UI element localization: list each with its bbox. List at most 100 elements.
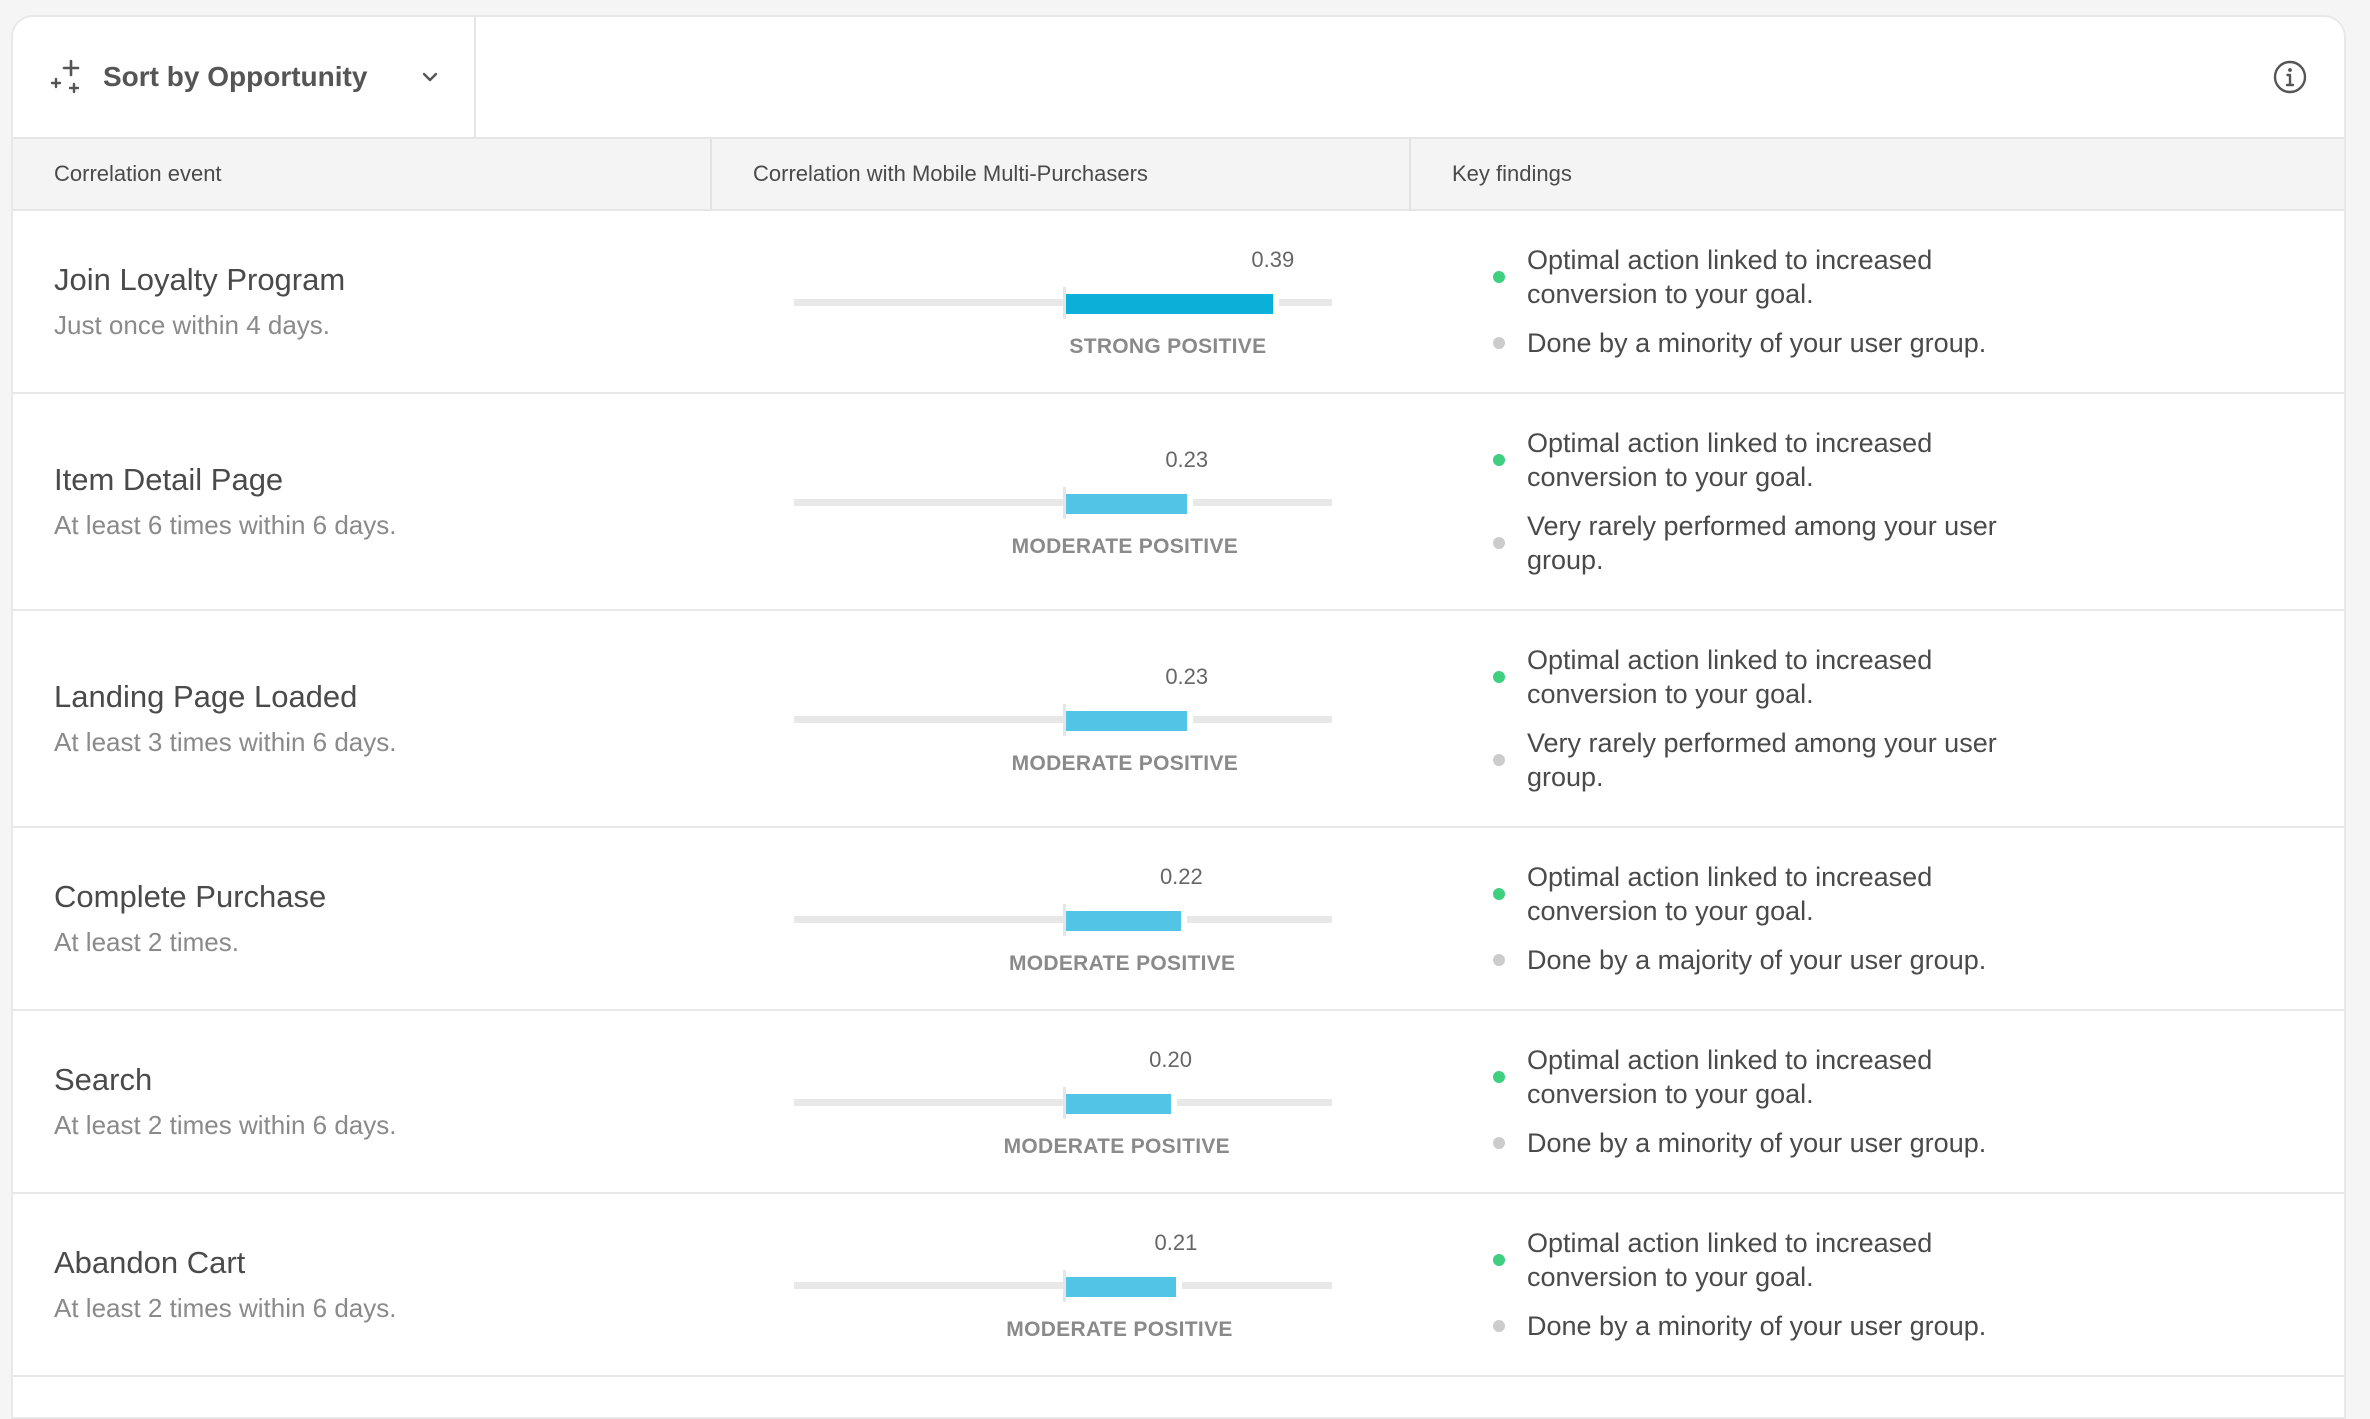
bar-gap <box>1186 710 1193 731</box>
event-criteria: At least 2 times within 6 days. <box>54 1110 397 1140</box>
event-criteria: At least 2 times. <box>54 927 239 957</box>
correlation-cell: 0.23 MODERATE POSITIVE <box>753 643 1452 794</box>
table-row[interactable]: Complete Purchase At least 2 times. 0.22… <box>13 828 2344 1011</box>
neutral-dot-icon <box>1493 537 1505 549</box>
zero-line <box>1063 703 1066 736</box>
correlation-fill <box>1066 910 1182 931</box>
event-name: Complete Purchase <box>54 879 327 914</box>
key-finding: Optimal action linked to increased conve… <box>1493 1226 2053 1294</box>
positive-dot-icon <box>1493 454 1505 466</box>
findings-cell: Optimal action linked to increased conve… <box>1452 1226 2344 1343</box>
correlation-bar: 0.22 MODERATE POSITIVE <box>794 863 1332 975</box>
chevron-down-icon <box>422 72 438 82</box>
finding-text: Very rarely performed among your user gr… <box>1527 728 1997 792</box>
correlation-bar: 0.39 STRONG POSITIVE <box>794 246 1332 358</box>
sort-dropdown[interactable]: Sort by Opportunity <box>13 17 476 137</box>
event-cell: Complete Purchase At least 2 times. <box>13 860 753 977</box>
bar-gap <box>1170 1093 1177 1114</box>
event-cell: Search At least 2 times within 6 days. <box>13 1043 753 1160</box>
correlation-value: 0.23 <box>1165 663 1209 689</box>
event-cell: Abandon Cart At least 2 times within 6 d… <box>13 1226 753 1343</box>
event-cell: Landing Page Loaded At least 3 times wit… <box>13 643 753 794</box>
zero-line <box>1063 286 1066 319</box>
table-row[interactable]: Search At least 2 times within 6 days. 0… <box>13 1011 2344 1194</box>
positive-dot-icon <box>1493 1254 1505 1266</box>
correlation-cell: 0.20 MODERATE POSITIVE <box>753 1043 1452 1160</box>
positive-dot-icon <box>1493 271 1505 283</box>
key-finding: Done by a minority of your user group. <box>1493 1309 2053 1343</box>
correlation-bar: 0.21 MODERATE POSITIVE <box>794 1229 1332 1341</box>
correlation-fill <box>1066 493 1187 514</box>
column-header-findings: Key findings <box>1452 161 1572 186</box>
column-header-correlation[interactable]: Correlation with Mobile Multi-Purchasers <box>712 139 1411 209</box>
finding-text: Optimal action linked to increased conve… <box>1527 862 1933 926</box>
findings-cell: Optimal action linked to increased conve… <box>1452 643 2344 794</box>
key-finding: Done by a minority of your user group. <box>1493 326 2053 360</box>
neutral-dot-icon <box>1493 1137 1505 1149</box>
positive-dot-icon <box>1493 1071 1505 1083</box>
table-row[interactable]: Landing Page Loaded At least 3 times wit… <box>13 611 2344 828</box>
table-row[interactable]: Item Detail Page At least 6 times within… <box>13 394 2344 611</box>
correlation-cell: 0.21 MODERATE POSITIVE <box>753 1226 1452 1343</box>
event-name: Landing Page Loaded <box>54 679 358 714</box>
key-finding: Very rarely performed among your user gr… <box>1493 509 2053 577</box>
findings-cell: Optimal action linked to increased conve… <box>1452 860 2344 977</box>
key-finding: Done by a minority of your user group. <box>1493 1126 2053 1160</box>
correlation-strength: MODERATE POSITIVE <box>1011 751 1239 775</box>
correlation-bar: 0.20 MODERATE POSITIVE <box>794 1046 1332 1158</box>
info-icon[interactable] <box>2272 59 2308 95</box>
finding-text: Optimal action linked to increased conve… <box>1527 245 1933 309</box>
correlation-card: Sort by Opportunity Correlation event Co… <box>11 15 2346 1419</box>
event-criteria: At least 6 times within 6 days. <box>54 510 397 540</box>
finding-text: Optimal action linked to increased conve… <box>1527 645 1933 709</box>
table-row[interactable]: Join Loyalty Program Just once within 4 … <box>13 211 2344 394</box>
neutral-dot-icon <box>1493 954 1505 966</box>
correlation-value: 0.22 <box>1159 863 1203 889</box>
findings-cell: Optimal action linked to increased conve… <box>1452 1043 2344 1160</box>
table-header: Correlation event Correlation with Mobil… <box>13 139 2344 211</box>
findings-cell: Optimal action linked to increased conve… <box>1452 243 2344 360</box>
neutral-dot-icon <box>1493 337 1505 349</box>
correlation-strength: MODERATE POSITIVE <box>1003 1134 1230 1158</box>
correlation-strength: MODERATE POSITIVE <box>1011 534 1239 558</box>
findings-cell: Optimal action linked to increased conve… <box>1452 426 2344 577</box>
zero-line <box>1063 1269 1066 1302</box>
correlation-value: 0.21 <box>1154 1229 1198 1255</box>
toolbar: Sort by Opportunity <box>13 17 2344 139</box>
correlation-value: 0.20 <box>1149 1046 1193 1072</box>
event-cell: Join Loyalty Program Just once within 4 … <box>13 243 753 360</box>
positive-dot-icon <box>1493 671 1505 683</box>
correlation-strength: MODERATE POSITIVE <box>1008 951 1236 975</box>
bar-gap <box>1186 493 1193 514</box>
finding-text: Optimal action linked to increased conve… <box>1527 1228 1933 1292</box>
event-name: Join Loyalty Program <box>54 262 346 297</box>
correlation-fill <box>1066 293 1273 314</box>
finding-text: Done by a minority of your user group. <box>1527 328 1987 358</box>
correlation-fill <box>1066 710 1187 731</box>
finding-text: Optimal action linked to increased conve… <box>1527 428 1933 492</box>
sparkle-icon <box>50 59 80 94</box>
finding-text: Done by a minority of your user group. <box>1527 1311 1987 1341</box>
event-cell: Item Detail Page At least 6 times within… <box>13 426 753 577</box>
correlation-cell: 0.23 MODERATE POSITIVE <box>753 426 1452 577</box>
key-finding: Optimal action linked to increased conve… <box>1493 243 2053 311</box>
bar-gap <box>1181 910 1188 931</box>
key-finding: Done by a majority of your user group. <box>1493 943 2053 977</box>
correlation-value: 0.39 <box>1251 246 1295 272</box>
key-finding: Optimal action linked to increased conve… <box>1493 860 2053 928</box>
correlation-bar: 0.23 MODERATE POSITIVE <box>794 663 1332 775</box>
correlation-cell: 0.39 STRONG POSITIVE <box>753 243 1452 360</box>
event-criteria: At least 3 times within 6 days. <box>54 727 397 757</box>
table-row[interactable]: Abandon Cart At least 2 times within 6 d… <box>13 1194 2344 1377</box>
neutral-dot-icon <box>1493 754 1505 766</box>
positive-dot-icon <box>1493 888 1505 900</box>
event-name: Item Detail Page <box>54 462 284 497</box>
bar-gap <box>1175 1276 1182 1297</box>
finding-text: Optimal action linked to increased conve… <box>1527 1045 1933 1109</box>
correlation-strength: MODERATE POSITIVE <box>1006 1317 1233 1341</box>
column-header-event[interactable]: Correlation event <box>13 139 712 209</box>
table-body: Join Loyalty Program Just once within 4 … <box>13 211 2344 1377</box>
key-finding: Very rarely performed among your user gr… <box>1493 726 2053 794</box>
neutral-dot-icon <box>1493 1320 1505 1332</box>
zero-line <box>1063 486 1066 519</box>
